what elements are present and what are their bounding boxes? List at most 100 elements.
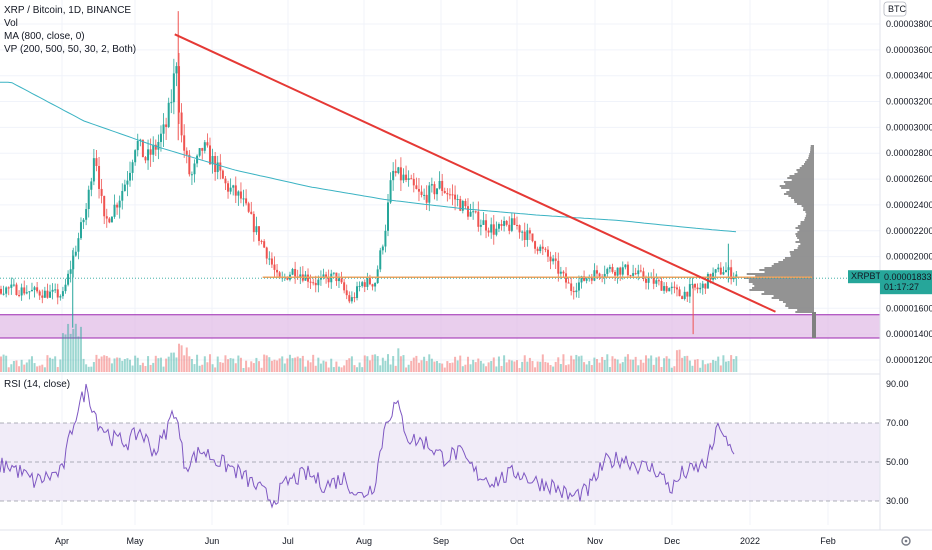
ma-800-line [0, 81, 737, 233]
rsi-legend: RSI (14, close) [4, 378, 70, 391]
candle-body [585, 278, 588, 281]
volume-bar [196, 354, 199, 372]
indicator-ma[interactable]: MA (800, close, 0) [4, 31, 85, 42]
chart-legend: XRP / Bitcoin, 1D, BINANCE Vol MA (800, … [4, 4, 136, 56]
volume-bar [580, 355, 583, 372]
candle-body [224, 178, 227, 184]
candle-body [451, 194, 454, 196]
volume-bar [634, 356, 637, 372]
settings-gear-icon[interactable] [901, 536, 911, 546]
vp-bar [810, 145, 814, 147]
rsi-tick-label: 30.00 [886, 496, 909, 506]
candle-body [456, 198, 459, 200]
candle-body [317, 279, 320, 286]
candle-body [358, 285, 361, 287]
candle-body [38, 291, 41, 296]
vp-bar [795, 227, 814, 229]
volume-bar [105, 356, 108, 372]
candle-body [172, 73, 175, 103]
volume-bar [340, 367, 343, 372]
price-tick-label: 0.00001200 [886, 355, 932, 365]
volume-bar [147, 356, 150, 372]
volume-bar [291, 358, 294, 372]
candle-body [639, 270, 642, 272]
volume-bar [526, 361, 529, 372]
candle-body [735, 274, 738, 278]
support-zone [0, 314, 880, 339]
candle-body [291, 269, 294, 275]
candle-body [49, 291, 52, 298]
candle-body [598, 273, 601, 277]
volume-bar [376, 356, 379, 372]
candle-body [268, 258, 271, 260]
candle-body [534, 241, 537, 249]
indicator-vol[interactable]: Vol [4, 18, 18, 29]
candle-body [188, 154, 191, 175]
volume-bar [113, 358, 116, 372]
volume-bar [87, 366, 90, 372]
volume-bar [38, 365, 41, 372]
candle-body [387, 202, 389, 231]
currency-badge[interactable] [883, 1, 907, 17]
vp-bar [754, 285, 814, 287]
candle-body [87, 189, 90, 210]
candle-body [686, 291, 689, 297]
volume-bar [482, 363, 485, 372]
indicator-rsi[interactable]: RSI (14, close) [4, 379, 71, 390]
time-tick-label: Oct [510, 536, 525, 546]
symbol-title[interactable]: XRP / Bitcoin, 1D, BINANCE [4, 5, 132, 16]
volume-bar [255, 357, 258, 372]
candle-body [433, 184, 436, 195]
vp-bar [805, 215, 814, 217]
volume-bar [616, 359, 619, 372]
volume-bar [660, 367, 663, 372]
candle-body [417, 188, 420, 192]
volume-bar [688, 360, 691, 372]
vp-bar [764, 271, 814, 273]
volume-bar [724, 361, 727, 372]
candle-body [72, 255, 75, 270]
volume-bar [588, 361, 591, 372]
candle-body [242, 198, 245, 200]
volume-bar [237, 355, 240, 372]
volume-bar [719, 365, 722, 372]
candle-body [696, 287, 699, 290]
vp-bar [782, 301, 814, 303]
volume-bar [25, 362, 28, 372]
volume-bar [552, 366, 555, 372]
candle-body [389, 180, 392, 203]
volume-bar [180, 345, 183, 372]
indicator-vp[interactable]: VP (200, 500, 50, 30, 2, Both) [4, 44, 137, 55]
volume-bar [250, 361, 253, 372]
vp-bar [773, 295, 814, 297]
volume-bar [206, 362, 209, 372]
candle-body [562, 271, 565, 274]
candle-body [276, 269, 279, 273]
volume-bar [590, 365, 593, 372]
candle-body [64, 284, 67, 292]
vp-bar [799, 229, 814, 231]
candle-body [397, 167, 400, 174]
candle-body [239, 191, 242, 199]
volume-bar [647, 358, 650, 372]
candle-body [407, 178, 410, 180]
candle-body [603, 273, 606, 277]
vp-bar [799, 167, 814, 169]
volume-bar [353, 365, 356, 372]
candle-body [595, 270, 598, 274]
candle-body [688, 284, 691, 297]
volume-bar [239, 357, 242, 372]
volume-bar [33, 363, 36, 372]
volume-bar [536, 361, 539, 372]
volume-bar [436, 361, 439, 372]
volume-bar [322, 360, 325, 372]
candle-body [730, 267, 733, 280]
time-tick-label: Sep [433, 536, 449, 546]
candle-body [528, 230, 531, 234]
candle-body [61, 291, 64, 297]
vp-bar [771, 297, 814, 299]
candle-body [513, 218, 516, 225]
candle-body [260, 240, 263, 242]
candle-body [165, 124, 168, 127]
